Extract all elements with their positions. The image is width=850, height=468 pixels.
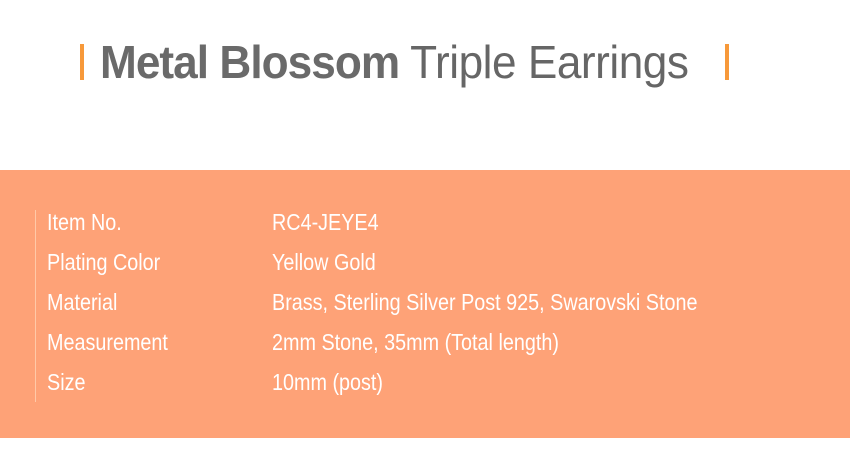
spec-value: Yellow Gold [272,249,376,275]
spec-label: Item No. [47,209,122,235]
spec-divider-line [35,210,36,402]
title-left-bar [80,44,84,80]
spec-row-measurement: Measurement 2mm Stone, 35mm (Total lengt… [47,329,827,369]
spec-value: 2mm Stone, 35mm (Total length) [272,329,559,355]
spec-label: Measurement [47,329,168,355]
spec-label: Plating Color [47,249,161,275]
spec-value: 10mm (post) [272,369,384,395]
spec-row-size: Size 10mm (post) [47,369,827,409]
title-light: Triple Earrings [410,36,689,88]
spec-table: Item No. RC4-JEYE4 Plating Color Yellow … [0,170,850,438]
title-text: Metal Blossom Triple Earrings [100,35,689,89]
product-title: Metal Blossom Triple Earrings [80,32,729,92]
spec-value: RC4-JEYE4 [272,209,379,235]
title-right-bar [724,44,729,80]
spec-label: Material [47,289,118,315]
spec-row-item-no: Item No. RC4-JEYE4 [47,209,827,249]
spec-label: Size [47,369,86,395]
spec-row-plating-color: Plating Color Yellow Gold [47,249,827,289]
title-bold: Metal Blossom [100,36,400,88]
spec-row-material: Material Brass, Sterling Silver Post 925… [47,289,827,329]
spec-value: Brass, Sterling Silver Post 925, Swarovs… [272,289,698,315]
